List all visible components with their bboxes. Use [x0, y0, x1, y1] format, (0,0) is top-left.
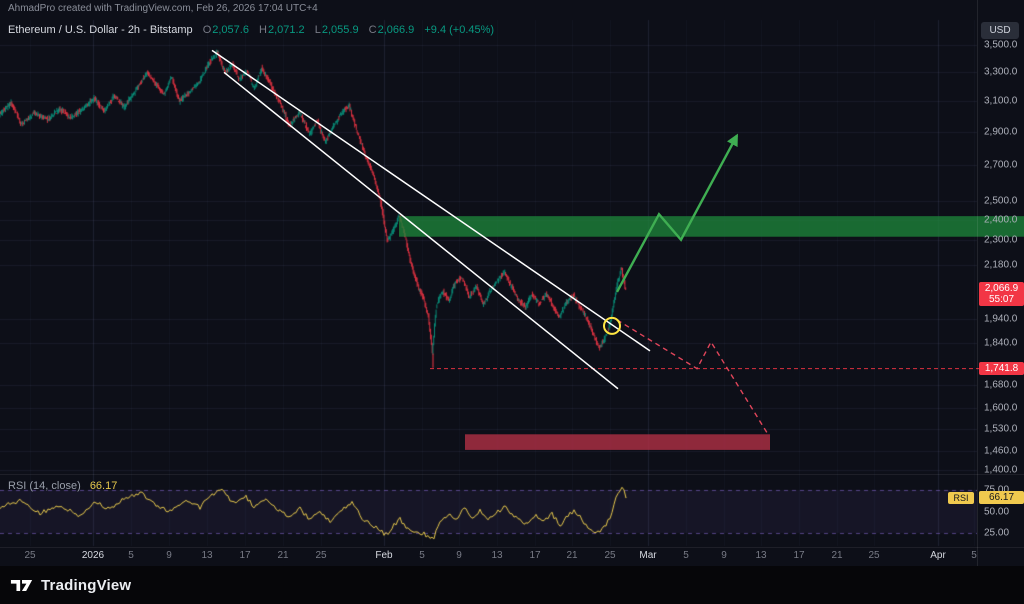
level-price-badge: 1,741.8 [979, 361, 1024, 375]
price-scale-label: 1,940.0 [984, 313, 1018, 325]
price-scale-label: 3,500.0 [984, 39, 1018, 51]
time-axis-label: 9 [166, 550, 172, 561]
price-scale-label: 1,460.0 [984, 445, 1018, 457]
time-axis-label: 21 [277, 550, 289, 561]
main-chart-canvas[interactable] [0, 0, 977, 566]
change-value: +9.4 (+0.45%) [424, 24, 495, 36]
time-axis-label: 5 [683, 550, 689, 561]
time-axis-label: 25 [315, 550, 327, 561]
time-axis-label: 13 [491, 550, 503, 561]
symbol-header: Ethereum / U.S. Dollar - 2h - Bitstamp O… [8, 24, 494, 36]
time-axis-label: 9 [456, 550, 462, 561]
time-axis-label: 17 [239, 550, 251, 561]
price-scale-label: 2,900.0 [984, 126, 1018, 138]
price-scale-label: 2,500.0 [984, 195, 1018, 207]
open-label: O [202, 24, 212, 36]
open-value: 2,057.6 [212, 24, 249, 36]
low-label: L [314, 24, 321, 36]
axis-separator [0, 547, 1024, 548]
price-scale[interactable]: 2,066.9 55:07 1,741.8 66.17 3,500.0 3,300… [977, 0, 1024, 566]
symbol-title[interactable]: Ethereum / U.S. Dollar - 2h - Bitstamp [8, 24, 193, 36]
time-axis-label: 5 [971, 550, 977, 561]
tradingview-logo-icon [10, 579, 33, 591]
currency-button[interactable]: USD [981, 22, 1019, 39]
bar-countdown: 55:07 [988, 294, 1015, 306]
time-axis-label: 25 [868, 550, 880, 561]
time-axis-label: Apr [930, 550, 946, 561]
price-scale-label: 2,180.0 [984, 259, 1018, 271]
price-scale-label: 3,300.0 [984, 66, 1018, 78]
rsi-tag: RSI [948, 491, 974, 504]
tradingview-brand-text: TradingView [41, 576, 132, 594]
current-price-text: 2,066.9 [984, 283, 1019, 295]
time-axis-label: 17 [793, 550, 805, 561]
time-axis-label: 21 [566, 550, 578, 561]
price-scale-label: 3,100.0 [984, 95, 1018, 107]
time-axis-label: 13 [755, 550, 767, 561]
time-axis-label: Feb [375, 550, 393, 561]
time-axis-label: 5 [128, 550, 134, 561]
time-axis-label: 21 [831, 550, 843, 561]
price-scale-label: 1,680.0 [984, 379, 1018, 391]
time-axis-label: 5 [419, 550, 425, 561]
tradingview-logo[interactable]: TradingView [10, 576, 131, 595]
rsi-value-badge: 66.17 [979, 490, 1024, 504]
time-axis-label: 17 [529, 550, 541, 561]
time-axis-label: 25 [604, 550, 616, 561]
attribution-bar: AhmadPro created with TradingView.com, F… [8, 3, 318, 14]
price-scale-label: 2,700.0 [984, 159, 1018, 171]
time-axis-label: 2026 [81, 550, 105, 561]
high-label: H [259, 24, 267, 36]
close-value: 2,066.9 [377, 24, 415, 36]
high-value: 2,071.2 [267, 24, 305, 36]
rsi-scale-label: 25.00 [984, 527, 1010, 539]
time-axis-label: 13 [201, 550, 213, 561]
price-scale-label: 2,400.0 [984, 214, 1018, 226]
time-axis[interactable]: 25 2026 5 9 13 17 21 25 Feb 5 9 13 17 21 25 Mar 5 9 13 17 21… [0, 547, 1024, 566]
time-axis-label: Mar [639, 550, 657, 561]
rsi-header: RSI (14, close) 66.17 [8, 480, 117, 492]
low-value: 2,055.9 [321, 24, 359, 36]
current-price-badge: 2,066.9 55:07 [979, 282, 1024, 307]
price-scale-label: 1,530.0 [984, 423, 1018, 435]
price-scale-label: 2,300.0 [984, 234, 1018, 246]
price-scale-label: 1,600.0 [984, 402, 1018, 414]
footer-bar: TradingView [0, 566, 1024, 604]
close-label: C [368, 24, 377, 36]
time-axis-label: 25 [24, 550, 36, 561]
pane-separator[interactable] [0, 474, 1024, 475]
rsi-scale-label: 50.00 [984, 506, 1010, 517]
price-scale-label: 1,840.0 [984, 337, 1018, 349]
rsi-title[interactable]: RSI (14, close) [8, 480, 81, 492]
price-scale-label: 1,400.0 [984, 464, 1018, 476]
rsi-scale-label: 75.00 [984, 485, 1009, 496]
time-axis-label: 9 [721, 550, 727, 561]
rsi-current-value: 66.17 [89, 480, 118, 492]
